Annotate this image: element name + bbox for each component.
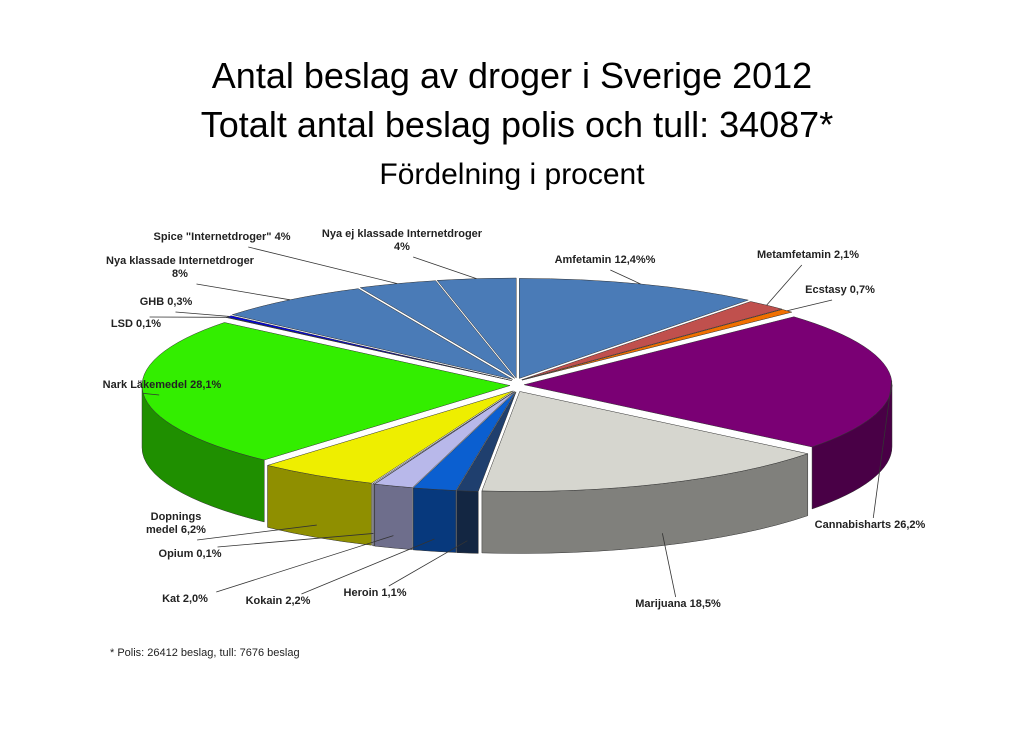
leader-line [766,264,803,306]
slice [371,391,515,485]
leader-line [872,380,893,519]
slice-label: 4% [394,241,410,253]
leader-line [217,533,374,548]
slice [266,390,514,484]
slice [374,391,515,488]
slice [412,391,516,491]
slice-label: Ecstasy 0,7% [805,284,875,296]
slice-label: Spice "Internetdroger" 4% [154,231,291,243]
slice-label: Cannabisharts 26,2% [815,519,926,531]
slice-label: GHB 0,3% [140,296,193,308]
leader-line [196,283,291,301]
slice [456,391,517,492]
slice [226,315,512,381]
slice-wall [372,483,375,547]
chart-subtitle2: Fördelning i procent [379,158,645,191]
slice-wall [456,490,479,554]
slice [359,280,515,379]
leader-line [175,311,230,317]
slice [231,288,513,380]
slice-label: Amfetamin 12,4%% [555,254,656,266]
labels: Amfetamin 12,4%% Metamfetamin 2,1% Ecstasy… [103,228,926,610]
leader-line [610,269,641,285]
chart-title: Antal beslag av droger i Sverige 2012 [212,55,812,96]
chart-subtitle: Totalt antal beslag polis och tull: 3408… [201,104,833,145]
tops [141,277,893,492]
leader-line [197,524,317,541]
leader-line [143,392,160,396]
leader-line [661,533,677,598]
slice-label: Nya ej klassade Internetdroger [322,228,483,240]
slice-label: Opium 0,1% [159,548,222,560]
slice-label: Kokain 2,2% [246,595,311,607]
slice-label: Nark Läkemedel 28,1% [103,379,222,391]
slice-label: Heroin 1,1% [344,587,407,599]
slice-label: Metamfetamin 2,1% [757,249,859,261]
leader-line [248,246,398,284]
leader-line [301,538,435,595]
slice-wall [412,487,457,553]
slice [481,391,809,492]
walls [141,384,893,554]
leader-line [413,256,477,280]
slice-label: LSD 0,1% [111,318,161,330]
slice-label: Kat 2,0% [162,593,208,605]
slice-label: Marijuana 18,5% [635,598,721,610]
slice-label: Dopnings [151,511,202,523]
footnote: * Polis: 26412 beslag, tull: 7676 beslag [110,647,300,659]
slice [436,277,517,379]
leader-line [388,540,468,587]
leader-line [787,299,833,312]
slice-label: Nya klassade Internetdroger [106,255,255,267]
slice-label: medel 6,2% [146,524,206,536]
slice-label: 8% [172,268,188,280]
leader-line [216,535,394,593]
